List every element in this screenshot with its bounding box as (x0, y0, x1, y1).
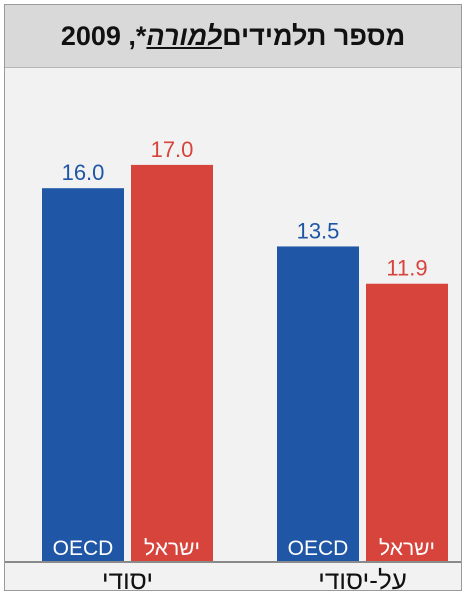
value-label: 11.9 (386, 256, 427, 281)
bar-israel-0 (131, 164, 213, 561)
chart-frame: מספר תלמידים למורה *, 2009 16.0 OECD 17.0 י… (4, 4, 462, 591)
series-label: ישראל (379, 537, 435, 560)
category-label: על-יסודי (318, 565, 407, 590)
value-label: 16.0 (62, 160, 105, 185)
series-label: OECD (288, 537, 349, 560)
title-suffix: *, 2009 (60, 20, 147, 51)
bar-oecd-1 (277, 246, 359, 561)
value-label: 17.0 (151, 137, 194, 162)
title-underlined: למורה (146, 20, 223, 51)
value-label: 13.5 (297, 218, 340, 243)
bar-chart: 16.0 OECD 17.0 ישראל יסודי 13.5 OECD 11.9 ישראל ע… (5, 137, 461, 590)
category-label: יסודי (102, 565, 153, 590)
series-label: ישראל (144, 537, 200, 560)
bar-oecd-0 (42, 188, 124, 561)
bar-israel-1 (366, 283, 448, 561)
series-label: OECD (53, 537, 114, 560)
chart-title: מספר תלמידים למורה *, 2009 (5, 5, 461, 68)
title-prefix: מספר תלמידים (222, 20, 406, 51)
